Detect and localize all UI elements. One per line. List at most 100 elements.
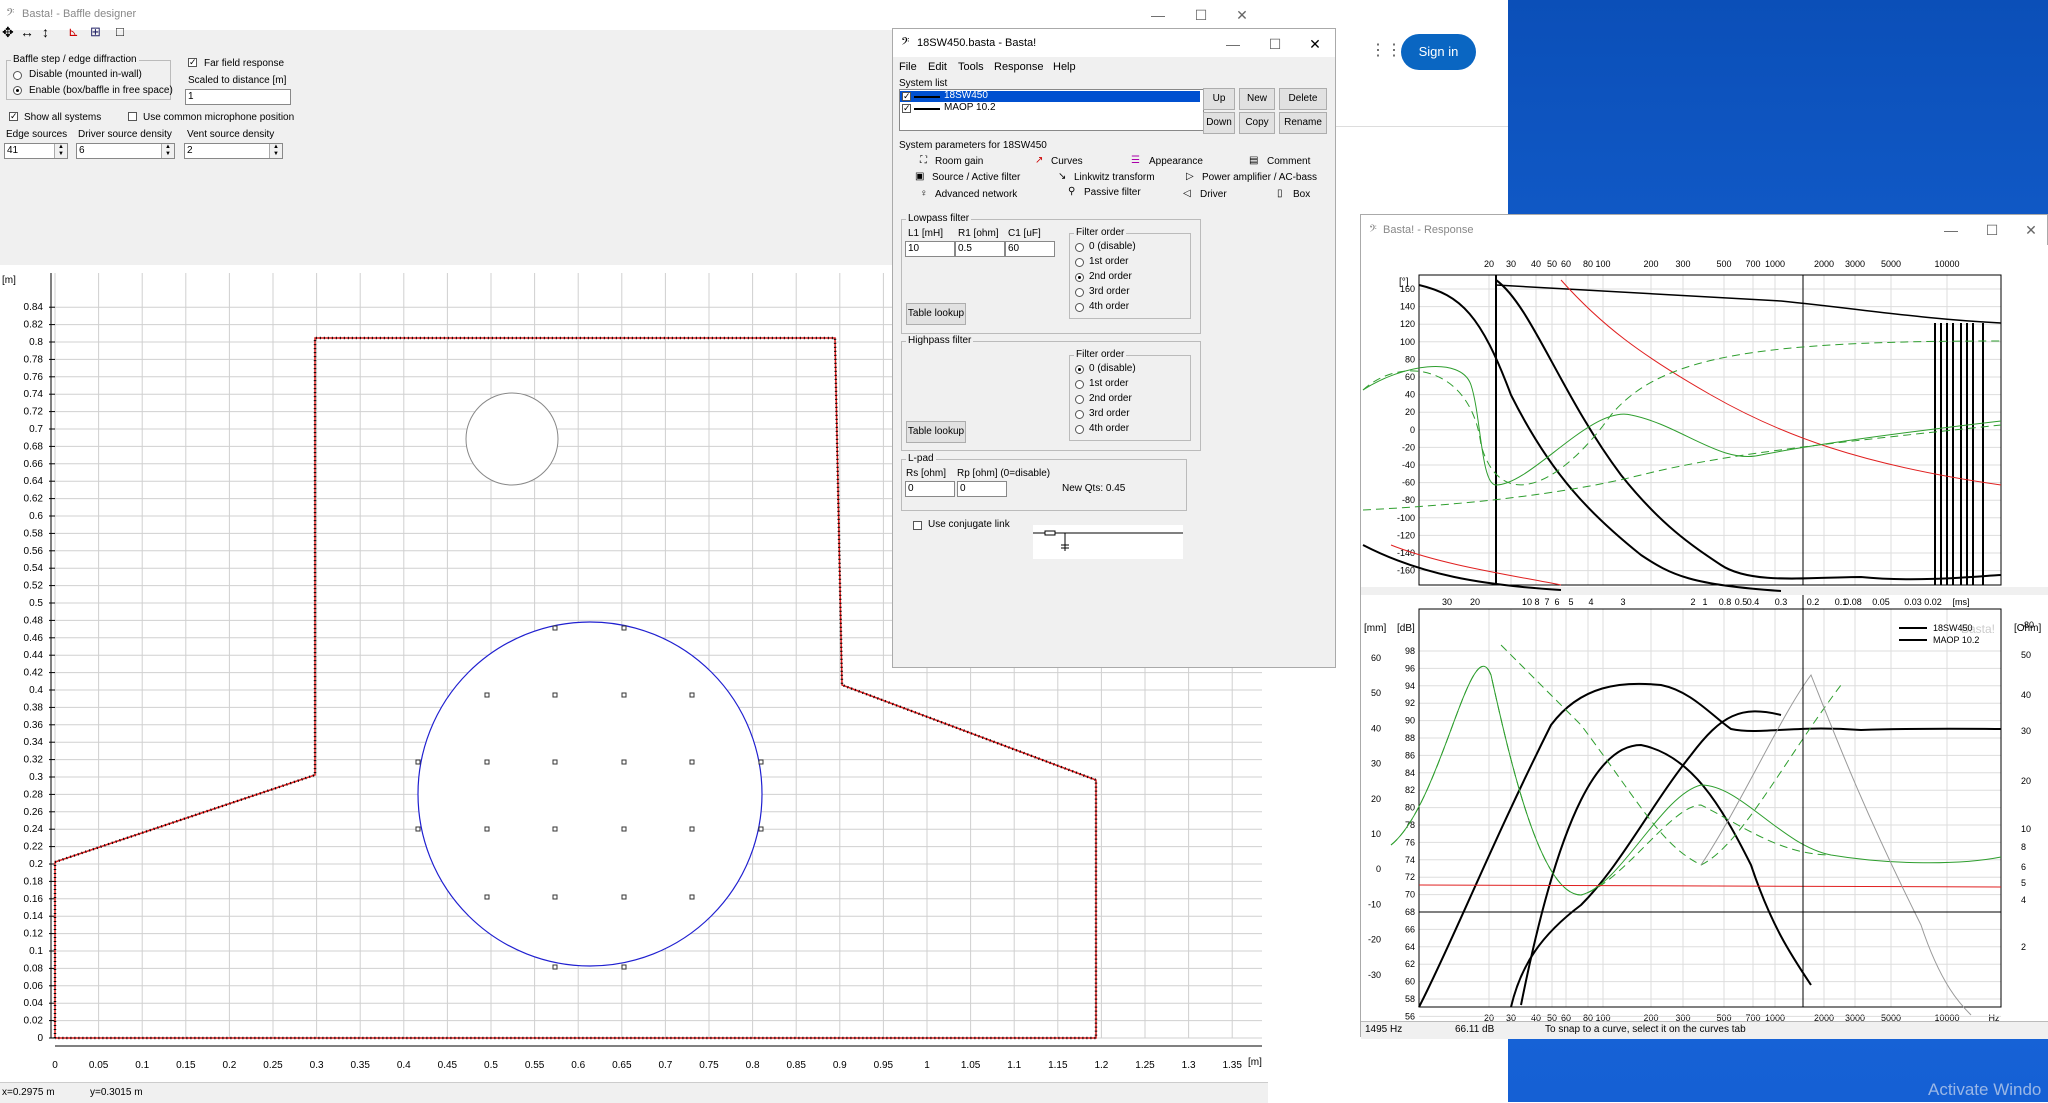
horizontal-resize-icon[interactable]: ↔	[20, 24, 34, 40]
db-tick-label: 88	[1405, 733, 1415, 743]
bottom-freq-label: 20	[1484, 1013, 1494, 1023]
response-title: Basta! - Response	[1383, 224, 1474, 236]
up-button[interactable]: Up	[1203, 88, 1235, 110]
lp-order-4-radio[interactable]	[1075, 303, 1084, 312]
far-field-checkbox[interactable]: ✓	[188, 57, 197, 67]
menu-file[interactable]: File	[899, 61, 917, 73]
system-maop-checkbox[interactable]: ✓	[902, 103, 911, 113]
spinner-icon[interactable]: ▲ ▼	[161, 144, 174, 158]
menu-edit[interactable]: Edit	[928, 61, 947, 73]
delete-button[interactable]: Delete	[1279, 88, 1327, 110]
highpass-table-lookup-button[interactable]: Table lookup	[906, 421, 966, 443]
tab-passive-filter[interactable]: Passive filter	[1084, 187, 1141, 198]
common-mic-label: Use common microphone position	[143, 112, 295, 123]
tab-advanced-network[interactable]: Advanced network	[935, 189, 1018, 200]
system-list[interactable]: ✓ 18SW450 ✓ MAOP 10.2	[899, 89, 1204, 131]
tab-comment[interactable]: Comment	[1267, 156, 1311, 167]
response-chart[interactable]: 20 30 40 50 60 80 100 200 300 500 700 1000 2000 3000 5…	[1361, 245, 2048, 1033]
tab-power-amplifier[interactable]: Power amplifier / AC-bass	[1202, 172, 1318, 183]
baffle-outline[interactable]	[54, 337, 1097, 1039]
enable-diffraction-radio[interactable]	[13, 86, 22, 95]
apps-icon[interactable]: ⋮⋮⋮	[1370, 40, 1418, 60]
bottom-freq-label: 50	[1547, 1013, 1557, 1023]
maximize-button[interactable]: ☐	[1268, 36, 1282, 52]
y-tick-label: 0.54	[24, 563, 44, 574]
tab-source-active-filter[interactable]: Source / Active filter	[932, 172, 1021, 183]
phase-tick-label: 140	[1400, 302, 1415, 312]
db-unit: [dB]	[1397, 623, 1415, 634]
maximize-button[interactable]: ☐	[1985, 222, 1999, 238]
db-tick-label: 70	[1405, 890, 1415, 900]
bottom-freq-label: 5000	[1881, 1013, 1901, 1023]
maximize-button[interactable]: ☐	[1194, 7, 1208, 23]
db-tick-label: 64	[1405, 942, 1415, 952]
driver-source-point	[689, 826, 695, 832]
menu-response[interactable]: Response	[994, 61, 1044, 73]
driver-density-input[interactable]: 6 ▲ ▼	[76, 143, 175, 159]
minimize-button[interactable]: —	[1944, 222, 1958, 238]
scaled-distance-input[interactable]: 1	[185, 89, 291, 105]
hp-order-3-radio[interactable]	[1075, 410, 1084, 419]
status-hint: To snap to a curve, select it on the cur…	[1545, 1024, 1746, 1035]
minimize-button[interactable]: —	[1226, 36, 1240, 52]
down-button[interactable]: Down	[1203, 112, 1235, 134]
tab-linkwitz[interactable]: Linkwitz transform	[1074, 172, 1155, 183]
lp-order-0-radio[interactable]	[1075, 243, 1084, 252]
driver-circle[interactable]	[417, 621, 763, 967]
y-tick-label: 0.16	[24, 894, 44, 905]
menu-tools[interactable]: Tools	[958, 61, 984, 73]
l1-input[interactable]: 10	[905, 241, 955, 257]
edge-tool-icon[interactable]: ⊾	[68, 24, 79, 39]
menu-help[interactable]: Help	[1053, 61, 1076, 73]
hp-order-0-radio[interactable]	[1075, 365, 1084, 374]
hp-order-2-radio[interactable]	[1075, 395, 1084, 404]
common-mic-checkbox[interactable]	[128, 112, 137, 121]
minimize-button[interactable]: —	[1151, 7, 1165, 23]
c1-input[interactable]: 60	[1005, 241, 1055, 257]
close-button[interactable]: ✕	[1309, 36, 1321, 52]
r1-input[interactable]: 0.5	[955, 241, 1005, 257]
conjugate-checkbox[interactable]	[913, 521, 922, 530]
edge-sources-input[interactable]: 41 ▲ ▼	[4, 143, 68, 159]
system-item-maop[interactable]: ✓ MAOP 10.2	[900, 102, 1200, 114]
system-18sw450-checkbox[interactable]: ✓	[902, 91, 911, 101]
new-button[interactable]: New	[1239, 88, 1275, 110]
tab-driver[interactable]: Driver	[1200, 189, 1227, 200]
lp-order-2-radio[interactable]	[1075, 273, 1084, 282]
copy-button[interactable]: Copy	[1239, 112, 1275, 134]
tab-box[interactable]: Box	[1293, 189, 1311, 200]
rs-input[interactable]: 0	[905, 481, 955, 497]
y-tick-label: 0.7	[29, 424, 43, 435]
rp-input[interactable]: 0	[957, 481, 1007, 497]
close-button[interactable]: ✕	[2025, 222, 2037, 238]
spinner-icon[interactable]: ▲ ▼	[54, 144, 67, 158]
vent-circle[interactable]	[465, 392, 559, 486]
lp-order-1-radio[interactable]	[1075, 258, 1084, 267]
system-item-18sw450[interactable]: ✓ 18SW450	[900, 90, 1200, 102]
status-y: y=0.3015 m	[90, 1087, 143, 1098]
disable-diffraction-radio[interactable]	[13, 71, 22, 80]
rectangle-tool-icon[interactable]: □	[116, 24, 124, 39]
show-all-checkbox[interactable]: ✓	[9, 111, 18, 121]
ohm-tick-label: 30	[2021, 726, 2031, 736]
highpass-group: Highpass filter Table lookup Filter orde…	[901, 335, 1201, 451]
tab-room-gain[interactable]: Room gain	[935, 156, 984, 167]
tab-curves[interactable]: Curves	[1051, 156, 1083, 167]
rename-button[interactable]: Rename	[1279, 112, 1327, 134]
hp-order-4-radio[interactable]	[1075, 425, 1084, 434]
grid-tool-icon[interactable]: ⊞	[90, 24, 101, 39]
move-icon[interactable]: ✥	[2, 24, 14, 40]
tab-appearance[interactable]: Appearance	[1149, 156, 1203, 167]
sign-in-button[interactable]: Sign in	[1401, 34, 1476, 70]
db-tick-label: 72	[1405, 872, 1415, 882]
vertical-resize-icon[interactable]: ↕	[42, 24, 49, 40]
db-tick-label: 84	[1405, 768, 1415, 778]
hp-order-1-radio[interactable]	[1075, 380, 1084, 389]
spinner-icon[interactable]: ▲ ▼	[269, 144, 282, 158]
x-tick-label: 0.1	[135, 1060, 149, 1071]
vent-density-input[interactable]: 2 ▲ ▼	[184, 143, 283, 159]
hp-order-4-label: 4th order	[1089, 423, 1130, 434]
close-button[interactable]: ✕	[1236, 7, 1248, 23]
lowpass-table-lookup-button[interactable]: Table lookup	[906, 303, 966, 325]
lp-order-3-radio[interactable]	[1075, 288, 1084, 297]
